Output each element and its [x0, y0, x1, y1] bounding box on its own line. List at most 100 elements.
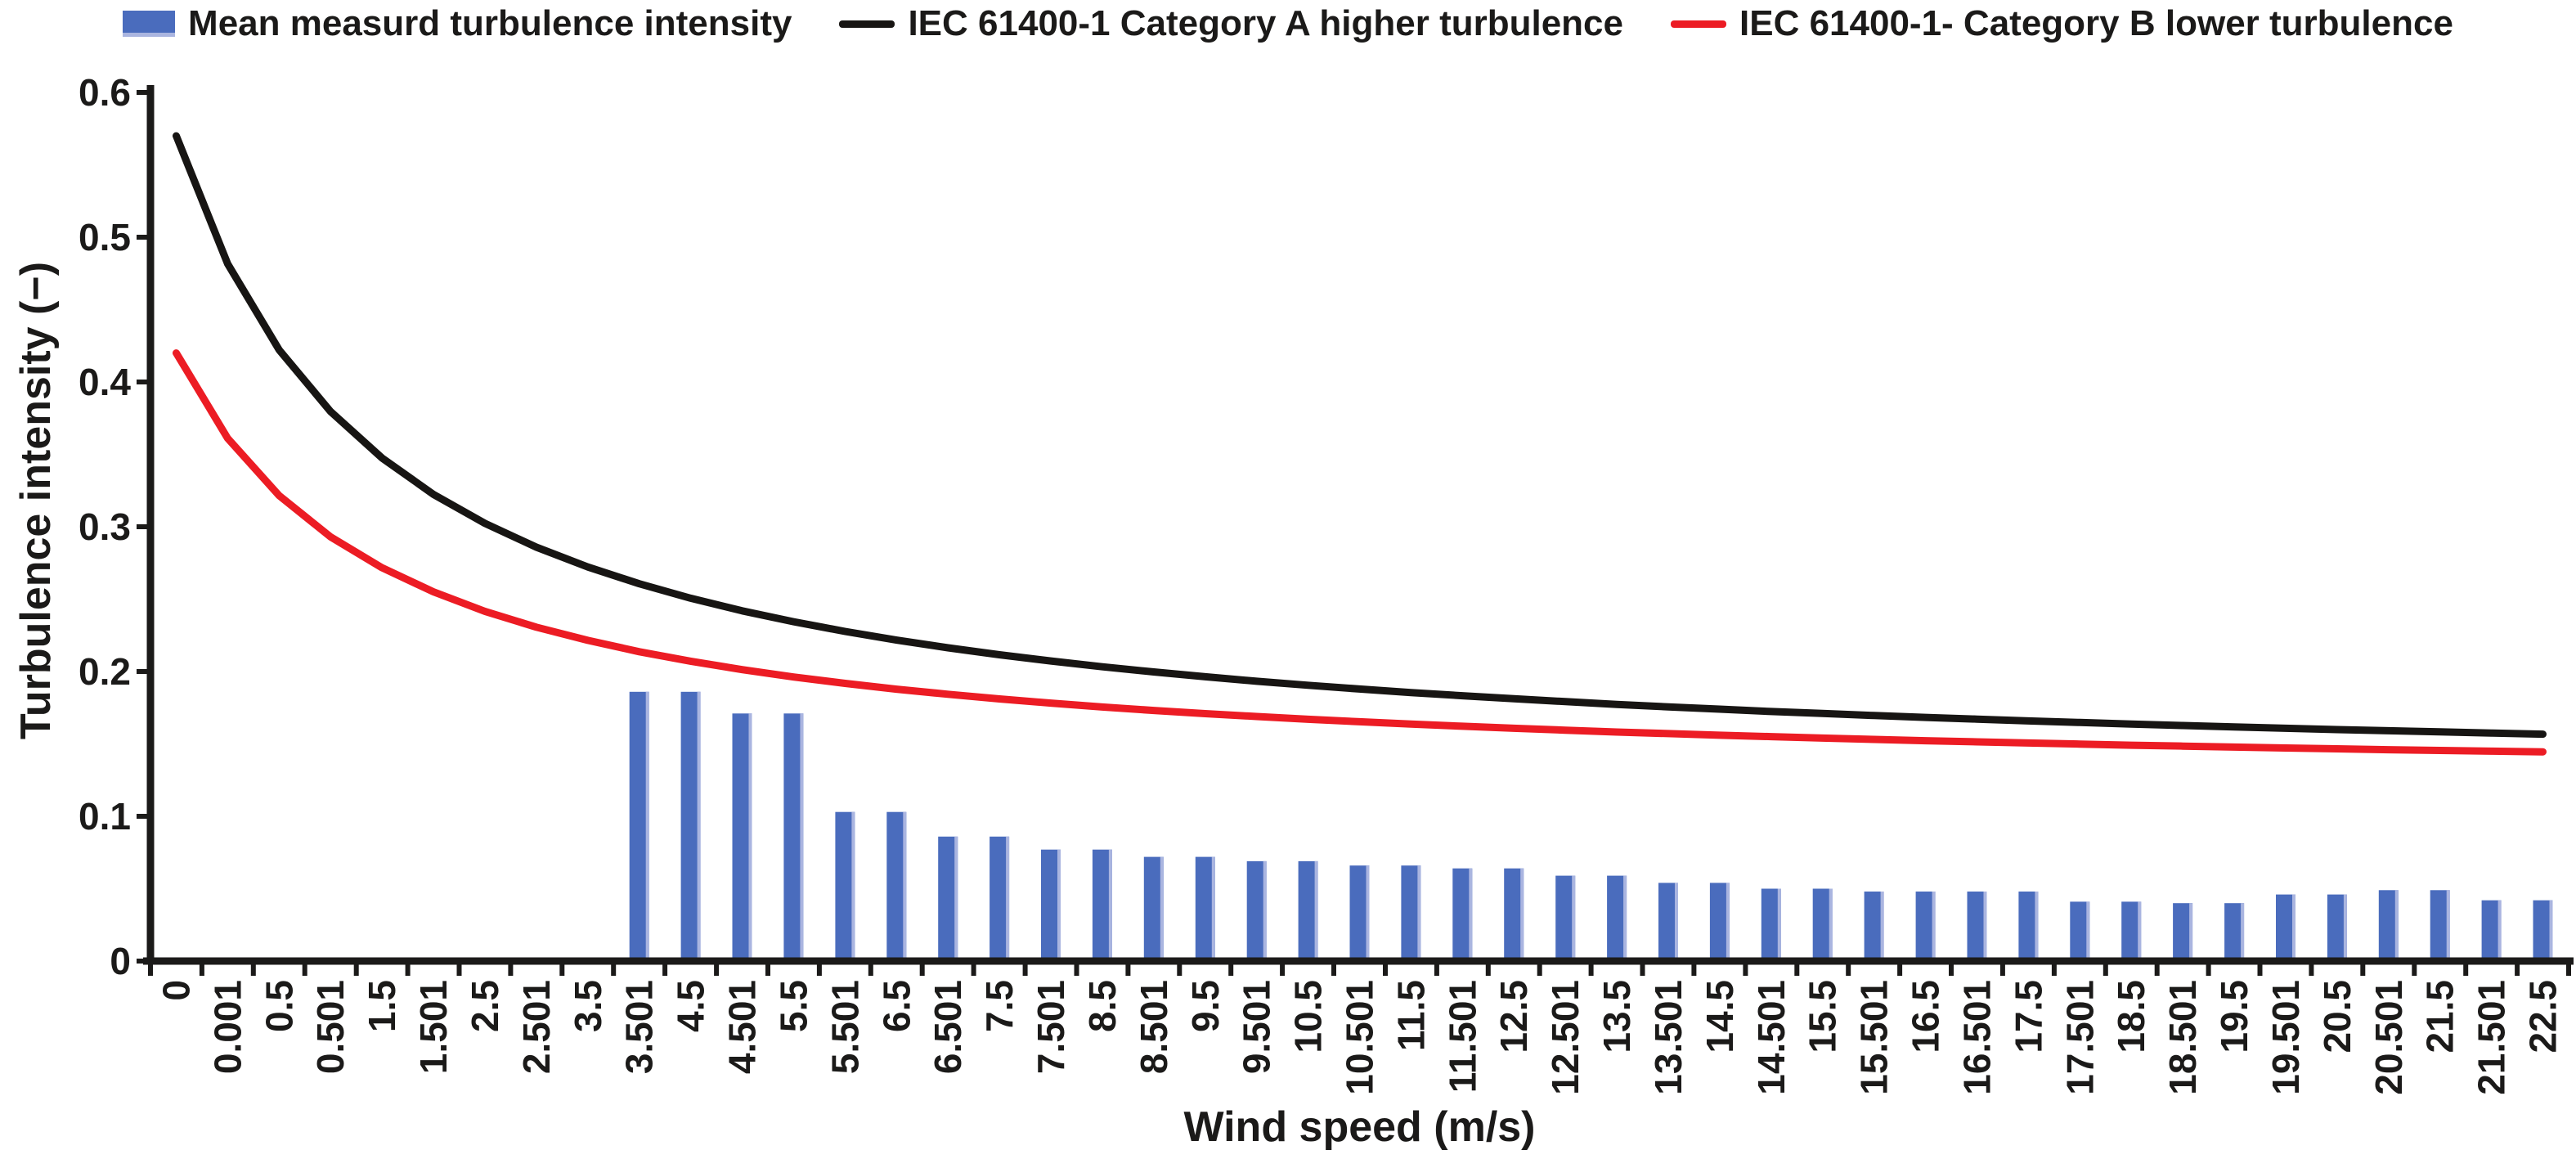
category-b-curve	[173, 349, 2547, 756]
legend-label-category-b: IEC 61400-1- Category B lower turbulence	[1739, 3, 2453, 43]
bar-edge-highlight	[1211, 856, 1215, 964]
x-tick-label: 18.5	[2110, 980, 2152, 1053]
x-tick-label: 13.5	[1595, 980, 1638, 1053]
x-tick-label: 6.5	[875, 980, 918, 1032]
x-tick-label: 12.501	[1544, 980, 1586, 1095]
x-tick-label: 0.001	[206, 980, 249, 1074]
bar-edge-highlight	[2086, 901, 2090, 964]
y-tick-label: 0.4	[79, 361, 131, 403]
x-tick-label: 4.5	[670, 980, 712, 1032]
bar-swatch-icon	[123, 11, 176, 37]
bar-edge-highlight	[748, 713, 752, 964]
x-tick-label: 8.5	[1081, 980, 1124, 1032]
y-tick-label: 0.6	[79, 71, 131, 114]
x-tick-label: 5.501	[824, 980, 866, 1074]
bar-edge-highlight	[954, 836, 958, 964]
x-tick-label: 19.5	[2213, 980, 2255, 1053]
y-tick-label: 0.1	[79, 795, 131, 838]
x-tick-label: 11.501	[1441, 980, 1483, 1093]
bar-edge-highlight	[1623, 875, 1627, 964]
bar-edge-highlight	[1726, 883, 1730, 964]
x-tick-label: 16.5	[1905, 980, 1947, 1053]
x-axis-title: Wind speed (m/s)	[1183, 1103, 1536, 1151]
bar-edge-highlight	[697, 691, 701, 964]
legend-label-measured: Mean measurd turbulence intensity	[188, 3, 792, 43]
x-tick-label: 21.5	[2419, 980, 2462, 1053]
bar-edge-highlight	[903, 811, 907, 964]
x-tick-label: 6.501	[927, 980, 969, 1074]
bar-edge-highlight	[2549, 900, 2553, 964]
x-tick-label: 13.501	[1647, 980, 1690, 1095]
bar-edge-highlight	[1160, 856, 1164, 964]
bar-edge-highlight	[1366, 865, 1370, 964]
bar-edge-highlight	[2394, 890, 2399, 964]
x-tick-label: 22.5	[2522, 980, 2565, 1053]
black-line-icon	[839, 20, 895, 28]
bar-edge-highlight	[1417, 865, 1421, 964]
x-tick-label: 21.501	[2471, 980, 2513, 1095]
legend-item-measured: Mean measurd turbulence intensity	[123, 3, 792, 44]
bar-edge-highlight	[1520, 868, 1524, 964]
x-tick-label: 0	[155, 980, 198, 1001]
x-tick-label: 4.501	[721, 980, 764, 1074]
x-tick-label: 20.5	[2316, 980, 2358, 1053]
bar-edge-highlight	[800, 713, 804, 964]
x-tick-label: 9.5	[1184, 980, 1227, 1032]
x-tick-label: 10.501	[1339, 980, 1381, 1095]
legend-item-category-b: IEC 61400-1- Category B lower turbulence	[1671, 3, 2453, 44]
x-tick-label: 14.501	[1750, 980, 1793, 1095]
red-line-icon	[1671, 20, 1726, 28]
bar-edge-highlight	[2035, 892, 2039, 964]
x-tick-label: 7.501	[1030, 980, 1072, 1074]
x-tick-label: 15.5	[1802, 980, 1844, 1053]
y-tick-label: 0.3	[79, 505, 131, 548]
x-tick-label: 9.501	[1236, 980, 1278, 1074]
bar-edge-highlight	[2138, 901, 2142, 964]
bar-edge-highlight	[2497, 900, 2502, 964]
bar-edge-highlight	[1263, 860, 1267, 964]
x-tick-label: 7.5	[978, 980, 1021, 1032]
chart-legend: Mean measurd turbulence intensity IEC 61…	[0, 3, 2576, 44]
x-tick-label: 11.5	[1389, 980, 1432, 1051]
legend-label-category-a: IEC 61400-1 Category A higher turbulence	[908, 3, 1623, 43]
bar-edge-highlight	[1932, 892, 1936, 964]
x-tick-label: 17.5	[2007, 980, 2049, 1053]
x-tick-label: 10.5	[1287, 980, 1330, 1053]
bar-edge-highlight	[1880, 892, 1884, 964]
bar-edge-highlight	[1469, 868, 1473, 964]
x-tick-label: 20.501	[2367, 980, 2410, 1095]
y-tick-label: 0.2	[79, 650, 131, 693]
bar-edge-highlight	[1006, 836, 1010, 964]
bar-edge-highlight	[645, 691, 649, 964]
x-tick-label: 0.501	[309, 980, 352, 1074]
y-tick-label: 0.5	[79, 216, 131, 258]
x-tick-label: 2.5	[464, 980, 506, 1032]
x-tick-label: 3.5	[567, 980, 609, 1032]
bar-edge-highlight	[2241, 903, 2245, 964]
bar-edge-highlight	[2446, 890, 2450, 964]
x-tick-label: 16.501	[1956, 980, 1999, 1095]
bar-edge-highlight	[1675, 883, 1678, 964]
bar-edge-highlight	[851, 811, 855, 964]
x-tick-label: 12.5	[1492, 980, 1535, 1053]
x-tick-label: 1.501	[412, 980, 455, 1074]
legend-item-category-a: IEC 61400-1 Category A higher turbulence	[839, 3, 1623, 44]
x-tick-label: 3.501	[618, 980, 661, 1074]
category-a-curve	[173, 132, 2547, 739]
x-tick-label: 8.501	[1133, 980, 1175, 1074]
bar-edge-highlight	[1777, 888, 1781, 964]
bar-edge-highlight	[1108, 849, 1112, 964]
bar-edge-highlight	[1829, 888, 1833, 964]
x-tick-label: 5.5	[772, 980, 815, 1032]
x-tick-label: 2.501	[515, 980, 558, 1074]
bar-edge-highlight	[1057, 849, 1061, 964]
bar-edge-highlight	[2189, 903, 2193, 964]
x-tick-label: 19.501	[2264, 980, 2307, 1095]
bar-edge-highlight	[1572, 875, 1576, 964]
x-tick-label: 18.501	[2161, 980, 2204, 1095]
x-tick-label: 1.5	[361, 980, 403, 1032]
x-tick-label: 15.501	[1853, 980, 1896, 1095]
x-tick-label: 14.5	[1699, 980, 1741, 1053]
